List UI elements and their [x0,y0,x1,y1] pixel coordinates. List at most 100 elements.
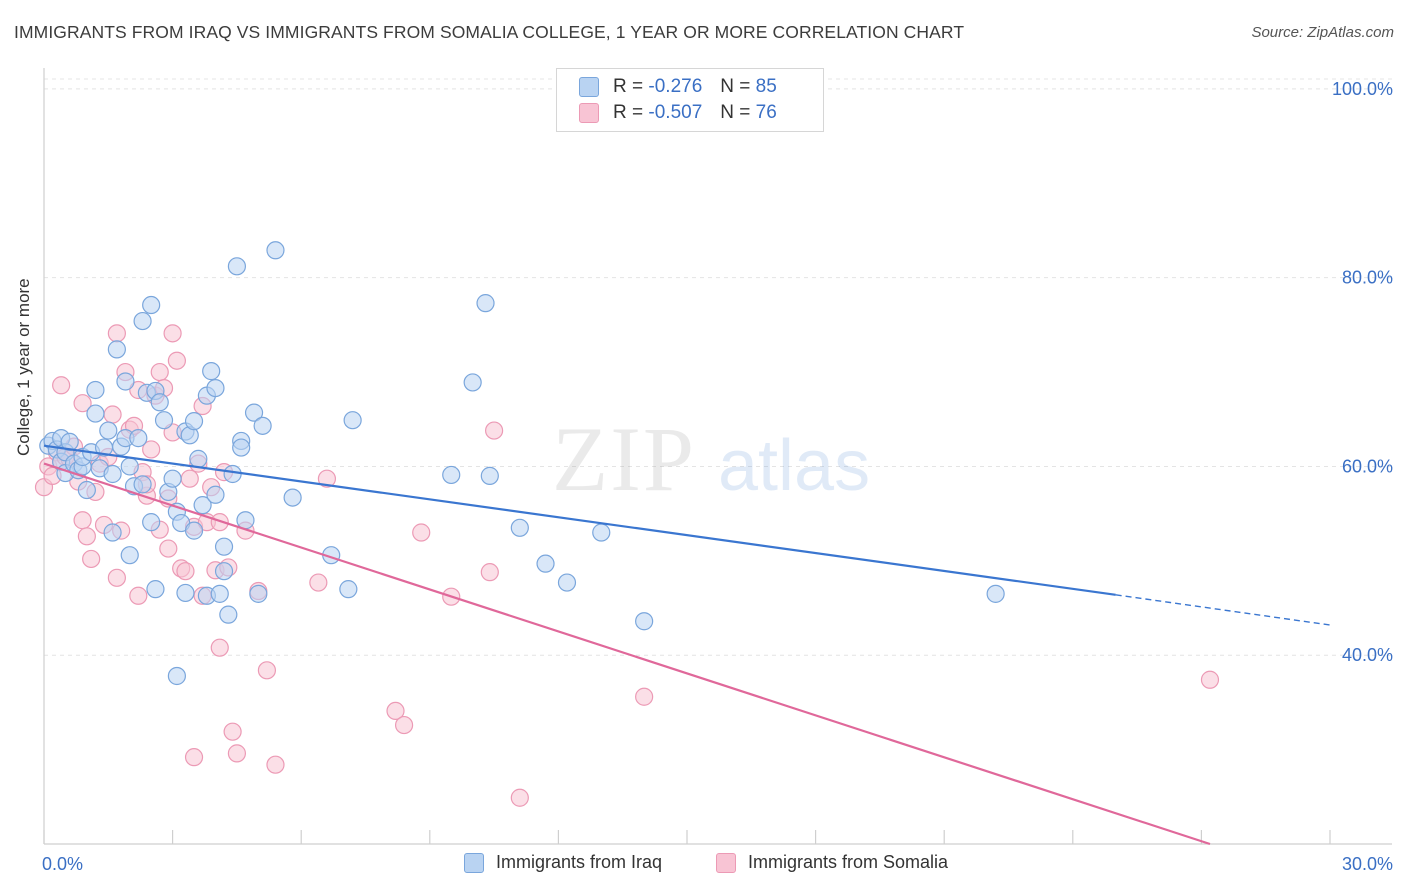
iraq-point [77,480,96,500]
legend-n-label: N = [720,76,751,97]
somalia-point [176,562,195,581]
somalia-point [180,469,199,488]
iraq-point [146,580,165,599]
watermark-zip: ZIP [552,408,696,510]
somalia-point [82,549,101,569]
somalia-point [167,351,186,370]
iraq-point [210,584,229,603]
iraq-point [206,378,225,398]
legend-n-value-iraq: 85 [755,76,777,97]
legend-r-value-iraq: -0.276 [648,76,703,97]
iraq-point [86,404,105,423]
iraq-point [142,295,161,315]
somalia-point [73,511,92,530]
somalia-point [635,687,654,706]
iraq-point [184,521,204,540]
axes [43,68,1392,845]
somalia-point [210,513,229,532]
iraq-point [120,546,139,565]
somalia-point [142,440,161,459]
iraq-point [133,311,152,331]
trend-lines [43,444,1331,846]
iraq-points [39,241,1005,686]
iraq-point [176,583,195,603]
iraq-point [253,416,272,435]
iraq-point [189,449,208,468]
somalia-point [485,421,504,440]
source-label: Source: ZipAtlas.com [1251,24,1394,41]
iraq-point [116,372,135,391]
iraq-point [227,257,246,276]
somalia-trend-line [43,462,1211,846]
iraq-point [133,475,152,494]
y-tick-label: 40.0% [1342,645,1393,665]
iraq-point [244,403,264,422]
legend-r-label: R = [613,102,644,123]
watermark: ZIP atlas [552,408,870,510]
somalia-point [227,744,246,763]
iraq-point [214,537,234,556]
somalia-point [103,405,122,424]
iraq-point [536,554,555,573]
y-axis-label: College, 1 year or more [14,278,33,456]
somalia-point [510,788,529,807]
somalia-point [394,715,414,735]
iraq-trend-line-extension [1115,594,1331,626]
somalia-point [210,638,229,657]
iraq-point [103,523,122,542]
y-tick-label: 80.0% [1342,268,1393,288]
legend-row-somalia: R = -0.507 N = 76 [579,100,777,126]
somalia-point [1200,670,1220,689]
iraq-point [193,496,212,515]
legend-row-iraq: R = -0.276 N = 85 [579,74,777,100]
iraq-point [206,485,225,504]
somalia-point [223,722,242,741]
y-tick-label: 100.0% [1332,79,1393,99]
iraq-point [142,513,161,532]
iraq-point [150,393,169,412]
iraq-point [223,464,242,484]
legend-r-label: R = [613,76,644,97]
iraq-point [154,411,174,430]
chart-title: IMMIGRANTS FROM IRAQ VS IMMIGRANTS FROM … [14,22,965,42]
iraq-point [129,429,148,448]
iraq-point [986,584,1005,603]
somalia-point [107,568,126,587]
iraq-point [510,518,529,537]
iraq-point [107,340,126,359]
legend-n-value-somalia: 76 [755,102,777,123]
iraq-point [339,580,358,599]
iraq-point [557,573,577,592]
legend-swatch-somalia [579,103,599,123]
iraq-point [214,562,234,581]
correlation-legend: R = -0.276 N = 85 R = -0.507 N = 76 [556,68,824,132]
somalia-point [317,469,337,488]
x-tick-label-max: 30.0% [1342,854,1393,874]
bottom-legend-swatch-somalia [716,852,736,873]
iraq-point [249,584,268,603]
iraq-point [266,241,285,260]
iraq-point [163,469,182,488]
somalia-point [184,748,204,767]
iraq-point [167,666,186,686]
iraq-point [232,438,251,457]
legend-n-label: N = [720,102,751,123]
somalia-point [412,523,431,542]
iraq-point [219,605,238,624]
iraq-point [99,421,118,440]
somalia-point [266,755,285,774]
iraq-point [592,523,611,542]
somalia-points [34,324,1220,807]
iraq-point [184,412,204,431]
bottom-legend-somalia: Immigrants from Somalia [716,852,948,873]
iraq-point [283,488,302,507]
iraq-point [635,612,654,631]
iraq-point [236,511,255,530]
somalia-point [77,527,96,546]
x-tick-label-min: 0.0% [42,854,83,874]
bottom-legend-label-somalia: Immigrants from Somalia [748,852,949,872]
grid-lines [44,78,1392,656]
iraq-point [476,294,495,313]
somalia-point [386,701,405,721]
somalia-point [129,586,148,605]
